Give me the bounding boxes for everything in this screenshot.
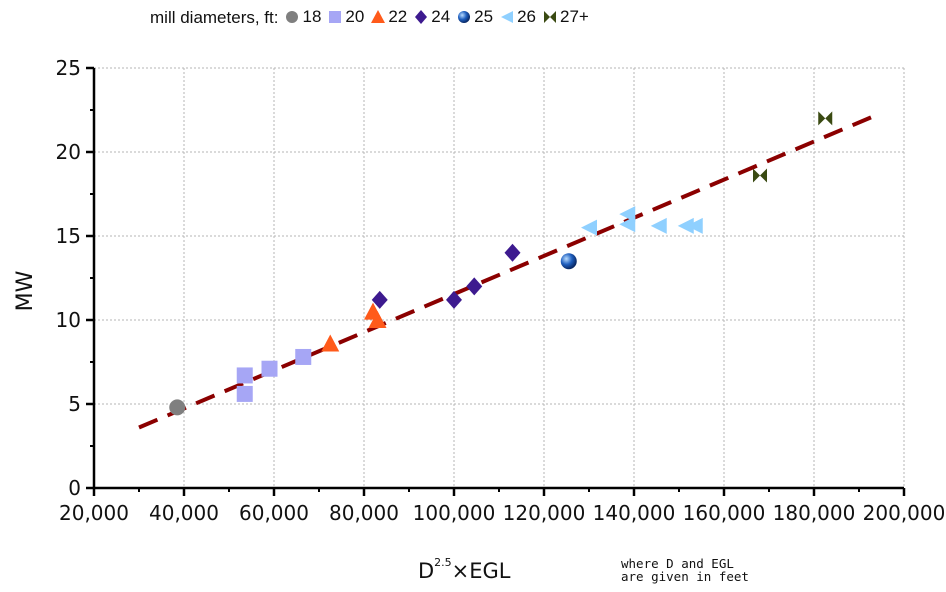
- x-tick-label: 100,000: [413, 501, 496, 525]
- legend-marker-diamond: [415, 9, 428, 24]
- legend-marker-triangle: [371, 9, 386, 23]
- data-point-triangle: [321, 334, 340, 352]
- legend-marker-icon: [501, 10, 514, 23]
- data-point-bowtie-right: [825, 111, 833, 126]
- data-point-left-triangle: [581, 219, 597, 236]
- legend-item-label: 20: [345, 6, 365, 26]
- legend: mill diameters, ft: 18 20 22 24 25 26 27+: [150, 7, 595, 30]
- legend-item: 27+: [542, 7, 589, 27]
- legend-item-label: 22: [388, 6, 408, 26]
- data-point-left-triangle: [677, 217, 694, 234]
- data-point-diamond: [371, 290, 388, 309]
- data-point-triangle: [368, 311, 387, 328]
- legend-marker-square: [329, 10, 342, 23]
- units-note-line2: are given in feet: [621, 569, 749, 584]
- y-tick-label: 25: [56, 56, 81, 80]
- data-point-diamond: [504, 243, 521, 262]
- legend-item-label: 26: [517, 6, 537, 26]
- legend-marker-icon: [415, 9, 428, 24]
- data-point-left-triangle: [619, 206, 636, 223]
- legend-marker-bowtie-right: [550, 10, 557, 23]
- legend-item-label: 27+: [560, 6, 589, 26]
- legend-marker-icon: [458, 10, 471, 23]
- legend-item: 25: [456, 7, 493, 27]
- legend-item-label: 25: [474, 6, 494, 26]
- units-note-line1: where D and EGL: [621, 556, 734, 571]
- trend-line: [138, 114, 874, 430]
- x-tick-label: 60,000: [239, 501, 309, 525]
- data-point-circle: [169, 399, 186, 416]
- data-point-diamond: [446, 290, 462, 309]
- legend-item-label: 24: [431, 6, 451, 26]
- legend-item: 24: [413, 7, 450, 27]
- tick-labels: 20,000 40,000 60,000 80,000 100,000 120,000 14…: [56, 56, 946, 525]
- x-tick-label: 180,000: [773, 501, 856, 525]
- legend-items: 18 20 22 24 25 26 27+: [284, 7, 594, 30]
- data-point-left-triangle: [686, 217, 703, 234]
- y-tick-label: 15: [56, 224, 81, 248]
- y-tick-label: 10: [56, 308, 81, 332]
- y-tick-label: 0: [68, 476, 81, 500]
- data-point-sphere: [560, 253, 577, 270]
- legend-marker-icon: [329, 10, 342, 23]
- legend-item: 20: [327, 7, 364, 27]
- axes: [86, 66, 906, 496]
- legend-marker-icon: [371, 9, 386, 23]
- data-point-square: [236, 385, 253, 402]
- x-tick-label: 80,000: [329, 501, 399, 525]
- x-tick-label: 120,000: [503, 501, 586, 525]
- data-point-bowtie-right: [760, 168, 767, 183]
- legend-marker-icon: [286, 10, 299, 23]
- legend-marker-left-triangle: [501, 10, 514, 23]
- grid-lines: [94, 67, 905, 488]
- legend-marker-bowtie: [544, 10, 551, 23]
- y-tick-label: 5: [68, 392, 81, 416]
- data-point-left-triangle: [619, 216, 636, 233]
- legend-marker-icon: [544, 10, 557, 23]
- data-points: [169, 111, 833, 416]
- legend-marker-circle: [286, 10, 299, 23]
- data-point-diamond: [466, 277, 483, 296]
- y-tick-label: 20: [56, 140, 81, 164]
- legend-marker-sphere: [458, 10, 471, 23]
- x-axis-title-exponent: 2.5: [434, 556, 452, 569]
- legend-item-label: 18: [302, 6, 322, 26]
- x-axis-title-rest: ×EGL: [451, 559, 511, 583]
- data-point-left-triangle: [650, 217, 667, 234]
- y-axis-title: MW: [13, 270, 38, 311]
- data-point-square: [261, 360, 278, 377]
- x-axis-title: D2.5×EGL: [418, 556, 511, 583]
- x-tick-label: 20,000: [59, 501, 129, 525]
- data-point-bowtie: [753, 168, 760, 183]
- x-tick-label: 140,000: [593, 501, 676, 525]
- legend-title: mill diameters, ft:: [150, 8, 279, 27]
- x-tick-label: 200,000: [863, 501, 946, 525]
- legend-item: 22: [370, 7, 407, 27]
- x-axis-title-base: D: [418, 559, 435, 583]
- data-point-square: [295, 348, 312, 365]
- legend-item: 26: [499, 7, 536, 27]
- legend-item: 18: [284, 7, 321, 27]
- x-tick-label: 160,000: [683, 501, 766, 525]
- units-note: where D and EGL are given in feet: [621, 557, 749, 583]
- data-point-bowtie: [818, 111, 826, 126]
- data-point-square: [236, 367, 253, 384]
- x-tick-label: 40,000: [149, 501, 219, 525]
